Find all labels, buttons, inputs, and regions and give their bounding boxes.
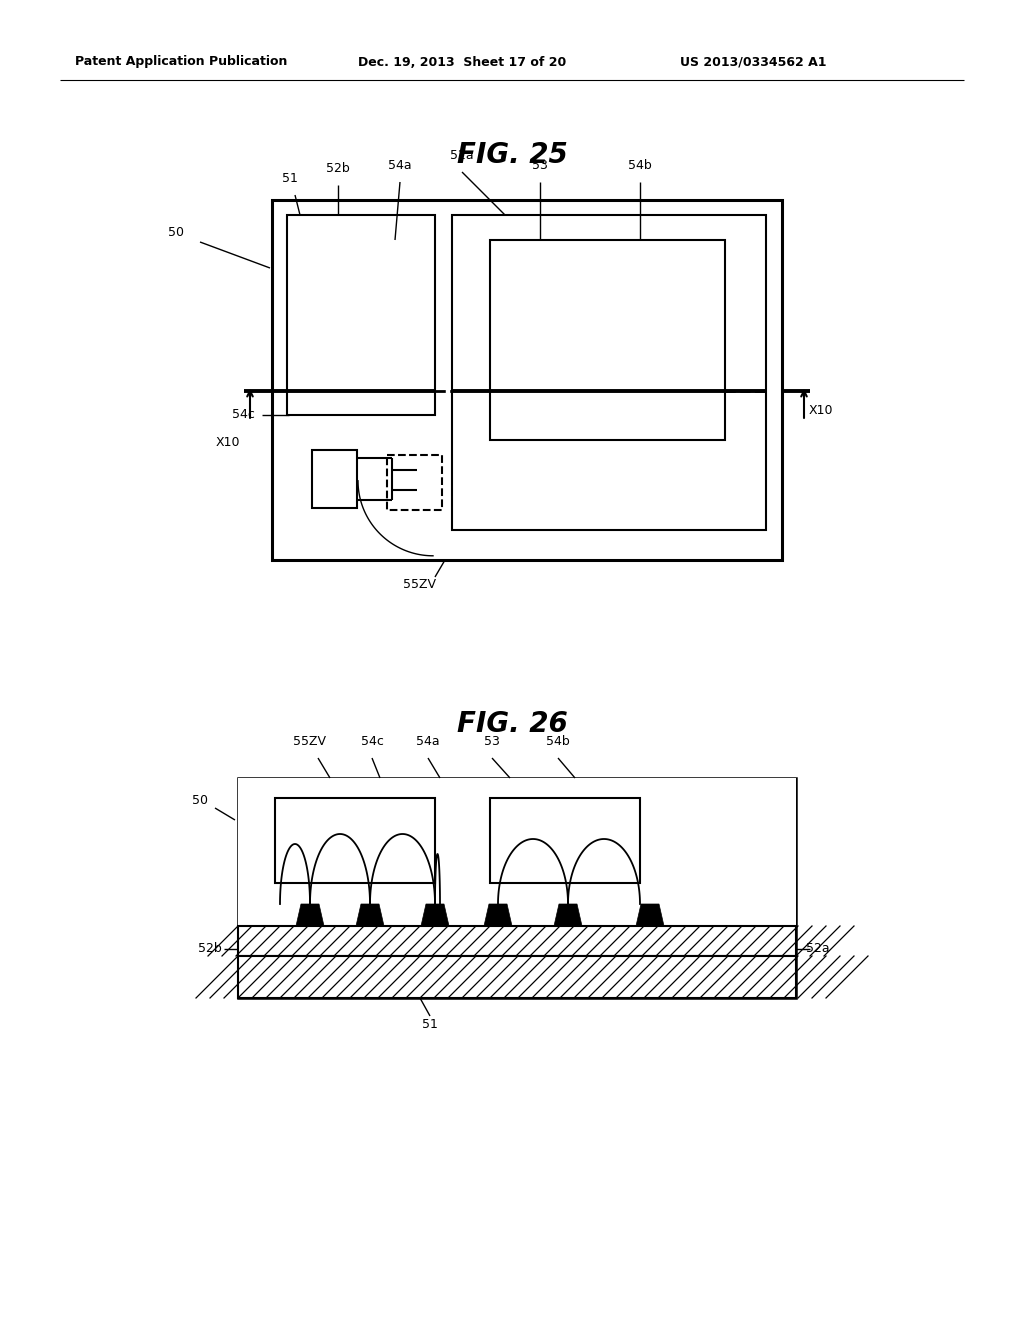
- Text: 52a: 52a: [451, 149, 474, 162]
- Text: Dec. 19, 2013  Sheet 17 of 20: Dec. 19, 2013 Sheet 17 of 20: [358, 55, 566, 69]
- Bar: [387, 455, 442, 510]
- Bar: [238, 777, 796, 927]
- Text: 54c: 54c: [232, 408, 255, 421]
- Text: 50: 50: [168, 227, 184, 239]
- Text: 52b: 52b: [199, 942, 222, 956]
- Text: X10: X10: [809, 404, 834, 417]
- Text: 54a: 54a: [416, 735, 440, 748]
- Bar: [312, 450, 357, 508]
- Polygon shape: [356, 904, 384, 927]
- Bar: [238, 956, 796, 998]
- Bar: [272, 201, 782, 560]
- Bar: [238, 777, 796, 998]
- Text: 52a: 52a: [806, 942, 829, 956]
- Bar: [490, 240, 725, 440]
- Polygon shape: [296, 904, 324, 927]
- Polygon shape: [554, 904, 582, 927]
- Bar: [490, 799, 640, 883]
- Text: 50: 50: [193, 793, 208, 807]
- Bar: [452, 215, 766, 531]
- Text: 55ZV: 55ZV: [403, 578, 436, 591]
- Text: 54a: 54a: [388, 158, 412, 172]
- Text: US 2013/0334562 A1: US 2013/0334562 A1: [680, 55, 826, 69]
- Text: FIG. 25: FIG. 25: [457, 141, 567, 169]
- Polygon shape: [484, 904, 512, 927]
- Text: 52b: 52b: [326, 162, 350, 176]
- Text: 51: 51: [422, 1018, 438, 1031]
- Polygon shape: [421, 904, 449, 927]
- Text: 51: 51: [282, 172, 298, 185]
- Text: 54b: 54b: [546, 735, 570, 748]
- Bar: [238, 927, 796, 956]
- Text: FIG. 26: FIG. 26: [457, 710, 567, 738]
- Polygon shape: [636, 904, 664, 927]
- Bar: [287, 215, 435, 414]
- Text: 54c: 54c: [360, 735, 383, 748]
- Bar: [238, 956, 796, 998]
- Text: 54b: 54b: [628, 158, 652, 172]
- Bar: [275, 799, 435, 883]
- Text: X10: X10: [216, 436, 241, 449]
- Text: 55ZV: 55ZV: [294, 735, 327, 748]
- Text: Patent Application Publication: Patent Application Publication: [75, 55, 288, 69]
- Text: 53: 53: [532, 158, 548, 172]
- Bar: [238, 927, 796, 956]
- Text: 53: 53: [484, 735, 500, 748]
